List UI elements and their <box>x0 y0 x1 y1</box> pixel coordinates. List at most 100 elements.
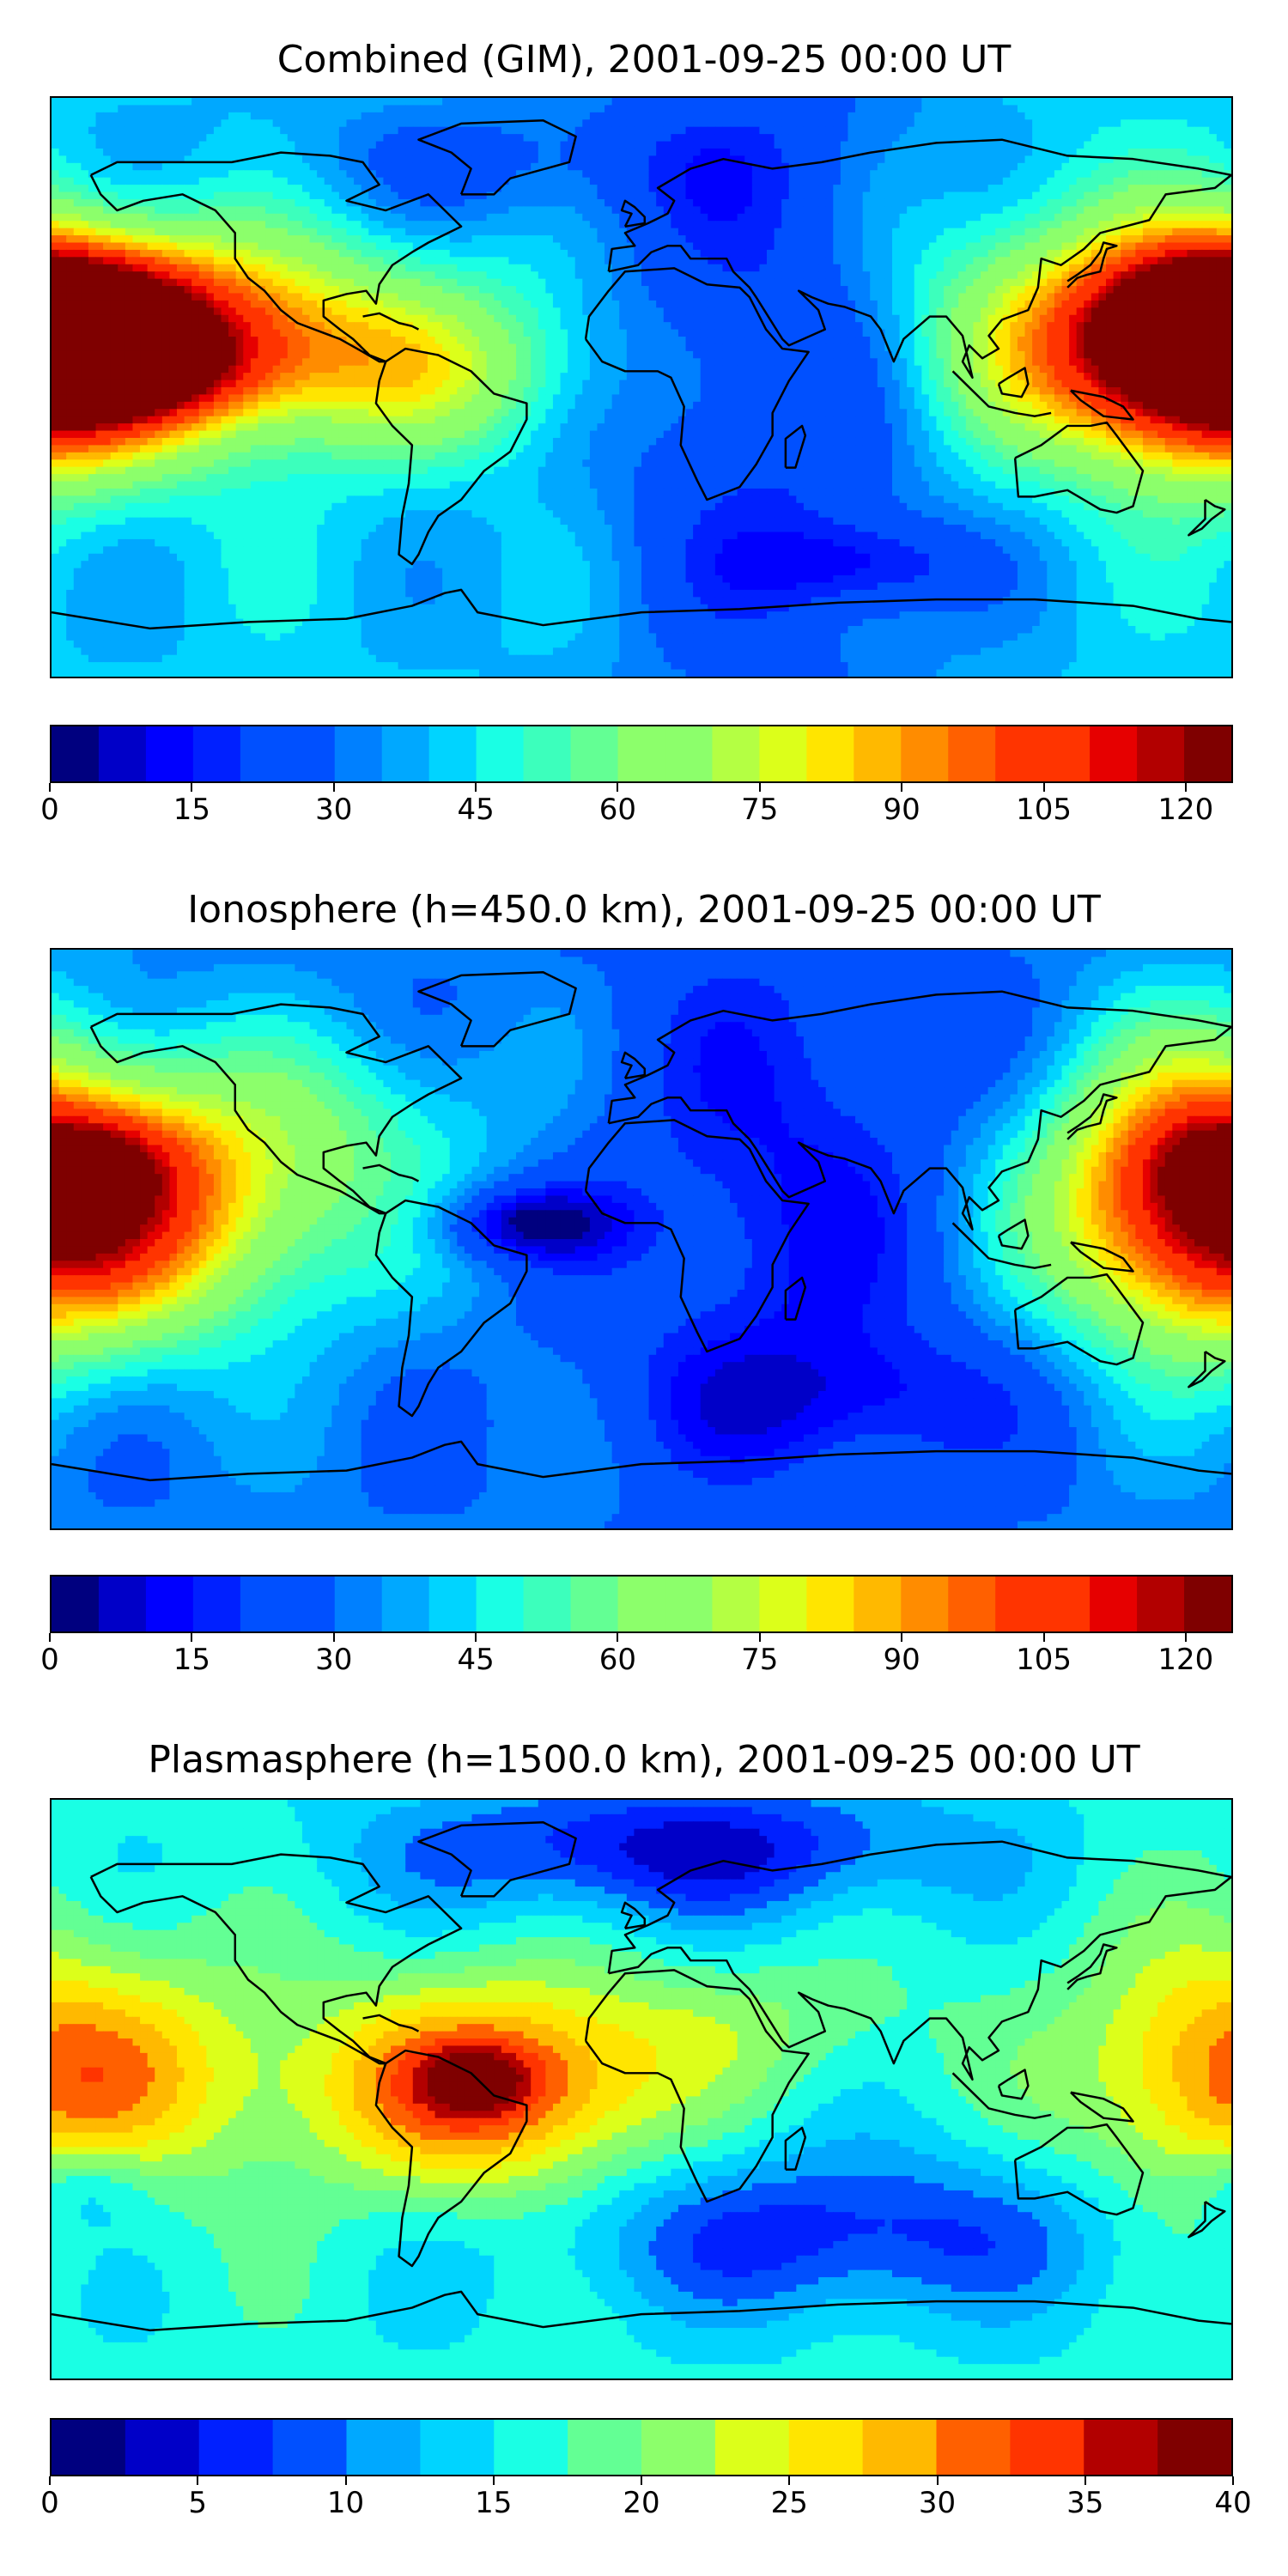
contour-cell <box>870 249 878 258</box>
contour-cell <box>398 235 406 244</box>
contour-cell <box>796 177 805 185</box>
contour-cell <box>147 198 155 207</box>
contour-cell <box>907 177 915 185</box>
contour-cell <box>213 242 222 251</box>
contour-cell <box>1010 185 1018 193</box>
contour-cell <box>118 206 126 215</box>
contour-cell <box>759 98 768 106</box>
contour-cell <box>258 155 266 164</box>
contour-cell <box>855 206 864 215</box>
contour-cell <box>531 105 539 113</box>
contour-cell <box>1002 213 1011 222</box>
contour-cell <box>965 191 975 200</box>
contour-cell <box>383 198 392 207</box>
contour-cell <box>811 105 819 113</box>
contour-cell <box>1002 235 1011 244</box>
contour-cell <box>272 119 281 128</box>
contour-cell <box>538 198 546 207</box>
contour-cell <box>81 300 89 308</box>
contour-cell <box>1224 278 1231 287</box>
contour-cell <box>818 98 827 106</box>
contour-cell <box>877 314 885 323</box>
contour-cell <box>744 177 753 185</box>
contour-cell <box>361 286 369 295</box>
contour-cell <box>457 213 465 222</box>
contour-cell <box>611 162 620 171</box>
contour-cell <box>213 126 222 135</box>
contour-cell <box>788 257 797 265</box>
contour-cell <box>759 228 768 236</box>
contour-cell <box>693 235 702 244</box>
contour-cell <box>258 148 266 156</box>
contour-cell <box>412 112 421 120</box>
contour-cell <box>611 206 620 215</box>
contour-cell <box>833 314 841 323</box>
contour-cell <box>987 213 996 222</box>
contour-cell <box>1010 271 1018 280</box>
contour-cell <box>560 235 568 244</box>
contour-cell <box>891 177 901 185</box>
contour-cell <box>213 134 222 143</box>
contour-cell <box>523 134 532 143</box>
contour-cell <box>88 286 97 295</box>
contour-cell <box>523 206 532 215</box>
contour-cell <box>361 105 369 113</box>
contour-cell <box>494 206 502 215</box>
contour-cell <box>317 141 325 149</box>
contour-cell <box>1150 213 1158 222</box>
contour-cell <box>730 300 738 308</box>
contour-cell <box>1127 105 1136 113</box>
contour-cell <box>656 293 665 301</box>
contour-cell <box>818 271 827 280</box>
contour-cell <box>427 293 436 301</box>
contour-cell <box>987 177 996 185</box>
contour-cell <box>523 155 532 164</box>
contour-cell <box>568 242 576 251</box>
contour-cell <box>605 221 613 229</box>
contour-cell <box>626 314 635 323</box>
contour-cell <box>973 126 981 135</box>
contour-cell <box>921 98 930 106</box>
contour-cell <box>1194 249 1203 258</box>
contour-cell <box>58 105 67 113</box>
contour-cell <box>449 221 458 229</box>
contour-cell <box>95 213 104 222</box>
contour-cell <box>1054 271 1063 280</box>
contour-cell <box>708 264 716 272</box>
contour-cell <box>981 264 989 272</box>
contour-cell <box>1084 148 1092 156</box>
contour-cell <box>169 126 178 135</box>
contour-cell <box>973 198 981 207</box>
contour-cell <box>634 155 642 164</box>
contour-cell <box>568 221 576 229</box>
contour-cell <box>965 271 975 280</box>
contour-cell <box>354 134 362 143</box>
contour-cell <box>1224 213 1231 222</box>
contour-cell <box>1157 278 1166 287</box>
contour-cell <box>671 105 679 113</box>
contour-cell <box>582 314 591 323</box>
contour-cell <box>973 242 981 251</box>
contour-cell <box>420 98 428 106</box>
contour-cell <box>685 112 694 120</box>
contour-cell <box>1076 134 1084 143</box>
contour-cell <box>862 314 871 323</box>
contour-cell <box>796 98 805 106</box>
contour-cell <box>870 213 878 222</box>
contour-cell <box>272 278 281 287</box>
contour-cell <box>110 98 118 106</box>
contour-cell <box>1091 177 1100 185</box>
contour-cell <box>833 126 841 135</box>
contour-cell <box>383 191 392 200</box>
contour-cell <box>1002 112 1011 120</box>
contour-cell <box>944 206 952 215</box>
contour-cell <box>708 177 716 185</box>
contour-cell <box>656 105 665 113</box>
contour-cell <box>928 170 938 179</box>
contour-cell <box>95 105 104 113</box>
contour-cell <box>1179 213 1188 222</box>
contour-cell <box>523 191 532 200</box>
contour-cell <box>354 293 362 301</box>
contour-cell <box>722 271 731 280</box>
contour-cell <box>1172 105 1181 113</box>
